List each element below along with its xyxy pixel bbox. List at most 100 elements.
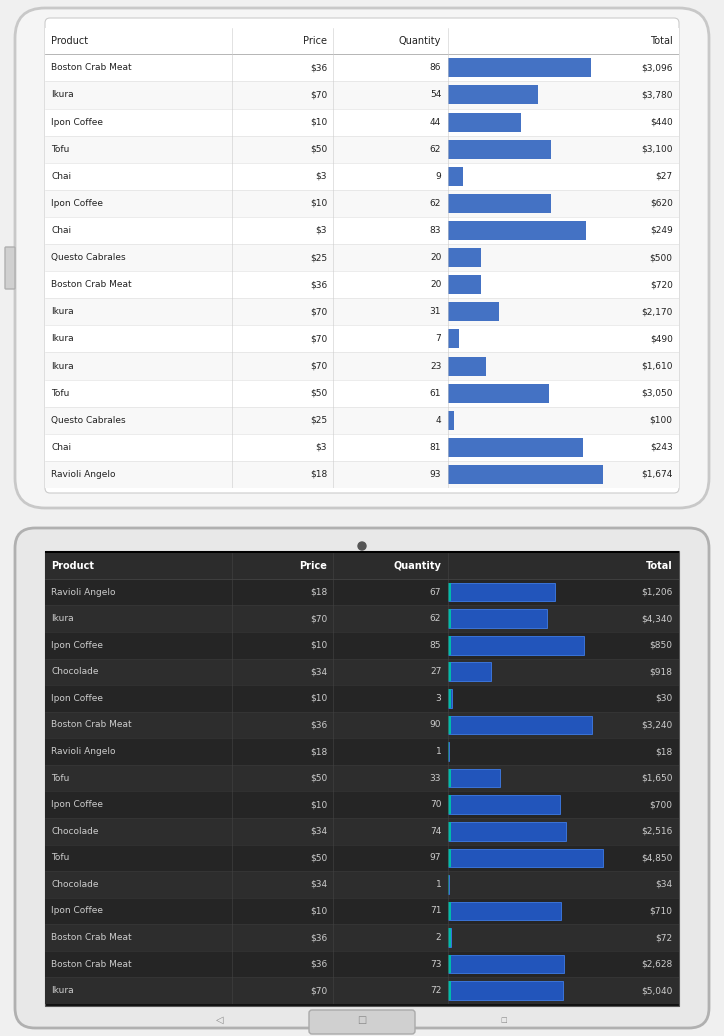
Text: $27: $27: [655, 172, 673, 180]
Text: Questo Cabrales: Questo Cabrales: [51, 415, 126, 425]
Text: 10:03: 10:03: [650, 564, 672, 573]
Text: $243: $243: [650, 442, 673, 452]
Bar: [45, 579, 679, 605]
Text: 44: 44: [430, 117, 441, 126]
Text: 12:31 PM: 12:31 PM: [345, 28, 379, 37]
Text: 71: 71: [430, 906, 441, 916]
Text: $10: $10: [310, 117, 327, 126]
Text: Boston Crab Meat: Boston Crab Meat: [51, 63, 132, 73]
FancyBboxPatch shape: [15, 8, 709, 508]
Text: Ipon Coffee: Ipon Coffee: [51, 694, 104, 702]
Bar: [45, 977, 679, 1004]
Text: $500: $500: [649, 253, 673, 262]
Bar: [447, 383, 550, 403]
Text: 33: 33: [430, 774, 441, 782]
Bar: [45, 379, 679, 407]
FancyBboxPatch shape: [5, 247, 15, 289]
Bar: [447, 742, 449, 760]
Bar: [447, 609, 451, 628]
Text: 20: 20: [430, 280, 441, 289]
Text: $3: $3: [316, 226, 327, 235]
Bar: [45, 871, 679, 897]
Text: 81: 81: [430, 442, 441, 452]
Text: Price: Price: [299, 560, 327, 571]
Text: Total: Total: [646, 560, 673, 571]
Bar: [447, 689, 451, 708]
Text: $10: $10: [310, 906, 327, 916]
Bar: [447, 609, 547, 628]
Bar: [45, 632, 679, 659]
Bar: [447, 583, 451, 601]
Text: $70: $70: [310, 362, 327, 371]
Text: □: □: [501, 1017, 508, 1023]
Text: Tofu: Tofu: [51, 774, 70, 782]
Text: $5,040: $5,040: [641, 986, 673, 996]
Text: 97: 97: [430, 854, 441, 862]
Bar: [447, 194, 551, 212]
FancyBboxPatch shape: [15, 528, 709, 1028]
Text: $10: $10: [310, 800, 327, 809]
Bar: [45, 685, 679, 712]
Bar: [45, 897, 679, 924]
Text: 1: 1: [436, 880, 441, 889]
Text: Ipon Coffee: Ipon Coffee: [51, 199, 104, 208]
Bar: [447, 716, 592, 735]
Bar: [45, 190, 679, 217]
Text: $3,050: $3,050: [641, 388, 673, 398]
Text: $1,610: $1,610: [641, 362, 673, 371]
Bar: [447, 465, 603, 484]
FancyBboxPatch shape: [45, 18, 679, 493]
Text: $36: $36: [310, 720, 327, 729]
Text: Ravioli Angelo: Ravioli Angelo: [51, 470, 116, 479]
Bar: [447, 329, 459, 348]
Text: Price: Price: [303, 36, 327, 47]
Bar: [45, 951, 679, 977]
Bar: [447, 955, 565, 974]
Text: Questo Cabrales: Questo Cabrales: [51, 253, 126, 262]
Bar: [45, 924, 679, 951]
Bar: [447, 822, 566, 840]
Bar: [45, 352, 679, 379]
Text: $25: $25: [310, 415, 327, 425]
Text: $2,628: $2,628: [641, 959, 673, 969]
Bar: [45, 82, 679, 109]
Text: Tofu: Tofu: [51, 854, 70, 862]
Text: $249: $249: [650, 226, 673, 235]
Text: 100% ▮: 100% ▮: [644, 28, 672, 37]
Text: 9: 9: [436, 172, 441, 180]
Bar: [447, 769, 500, 787]
Text: 70: 70: [430, 800, 441, 809]
Bar: [447, 716, 451, 735]
Bar: [447, 848, 451, 867]
Bar: [447, 438, 583, 457]
Text: 23: 23: [430, 362, 441, 371]
Bar: [45, 553, 679, 579]
Text: $918: $918: [649, 667, 673, 677]
Text: $3: $3: [316, 172, 327, 180]
Bar: [447, 742, 449, 760]
Bar: [45, 136, 679, 163]
Text: $50: $50: [310, 388, 327, 398]
Bar: [45, 712, 679, 739]
Text: $10: $10: [310, 640, 327, 650]
Bar: [447, 928, 451, 947]
Text: Chocolade: Chocolade: [51, 667, 99, 677]
Text: 83: 83: [430, 226, 441, 235]
Text: 31: 31: [430, 308, 441, 316]
Bar: [447, 796, 560, 814]
Text: 74: 74: [430, 827, 441, 836]
Text: $70: $70: [310, 90, 327, 99]
Text: $1,206: $1,206: [641, 587, 673, 597]
Circle shape: [358, 542, 366, 550]
Text: $3,100: $3,100: [641, 145, 673, 153]
Bar: [447, 113, 521, 132]
Text: Product: Product: [51, 560, 94, 571]
Bar: [45, 325, 679, 352]
Text: 27: 27: [430, 667, 441, 677]
Text: Tofu: Tofu: [51, 145, 70, 153]
Text: □: □: [358, 1015, 366, 1025]
Bar: [45, 461, 679, 488]
Text: $4,340: $4,340: [641, 614, 673, 623]
Bar: [447, 875, 449, 894]
Text: $3,240: $3,240: [641, 720, 673, 729]
